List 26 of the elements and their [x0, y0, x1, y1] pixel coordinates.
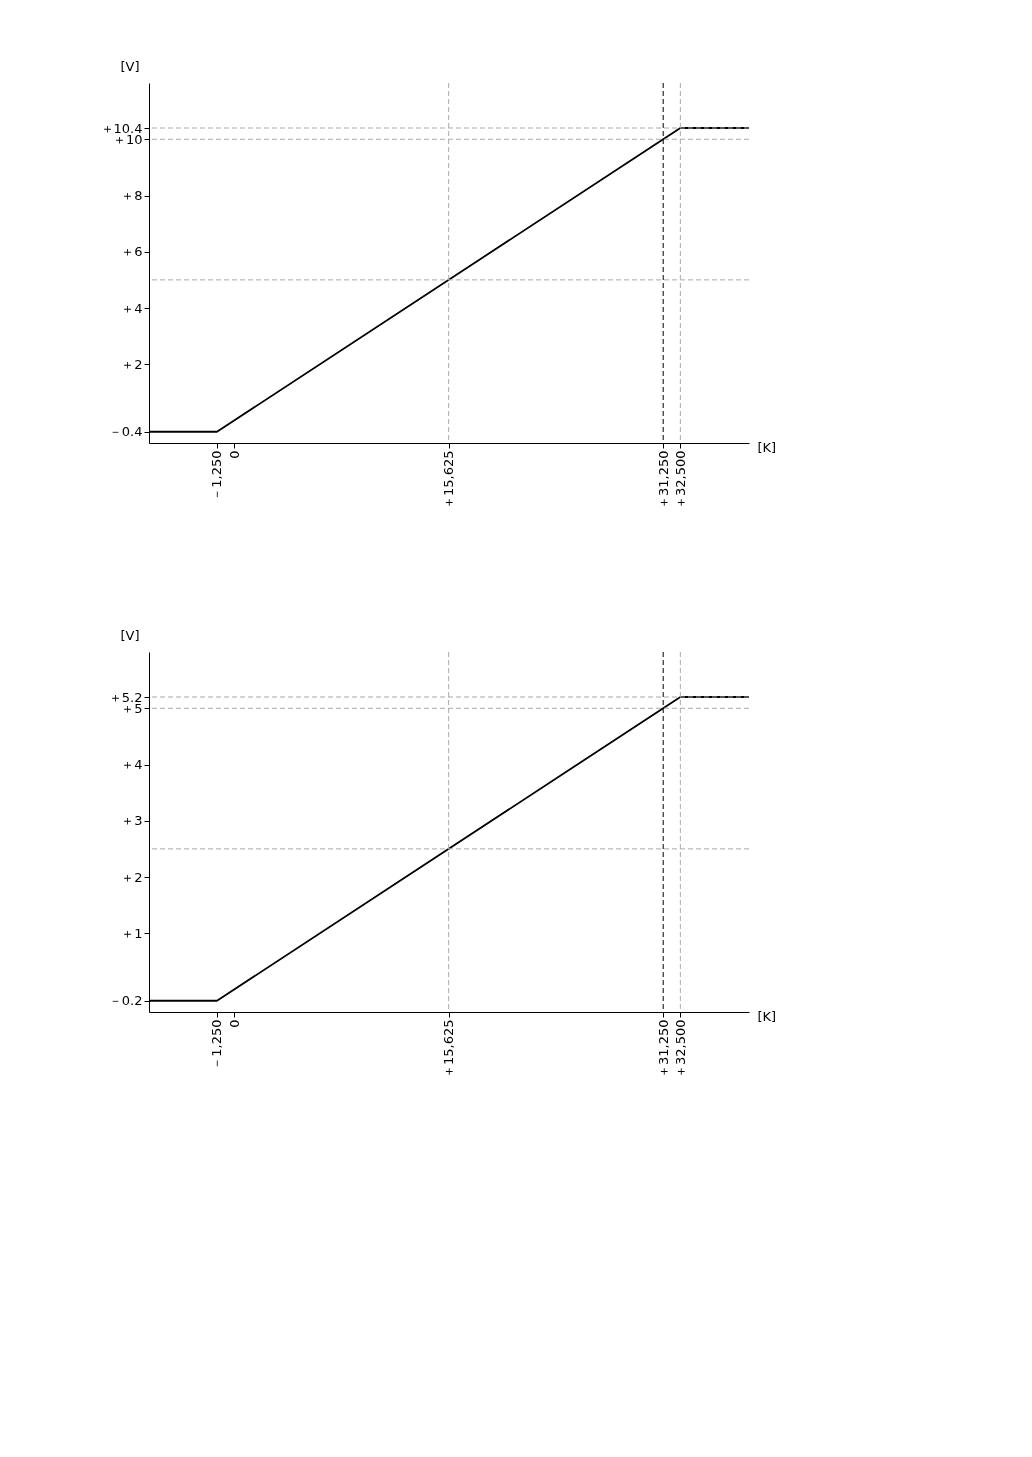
- y-tick-label: ＋4: [121, 757, 143, 772]
- y-tick-label: ＋2: [121, 356, 143, 372]
- x-tick-label: ＋15,625: [441, 1019, 457, 1078]
- x-tick-label: 0: [226, 1019, 242, 1028]
- x-tick-label: －1,250: [209, 1019, 225, 1070]
- x-tick-label: ＋31,250: [655, 450, 671, 509]
- y-tick-label: －0.2: [108, 993, 143, 1009]
- y-tick-label: －0.4: [108, 424, 143, 440]
- x-tick-label: ＋15,625: [441, 450, 457, 509]
- y-tick-label: ＋3: [121, 813, 143, 829]
- x-axis-title: [K]: [757, 1008, 777, 1024]
- y-tick-label: ＋6: [121, 244, 143, 260]
- y-tick-label: ＋2: [121, 869, 143, 885]
- x-tick-label: ＋31,250: [655, 1019, 671, 1078]
- y-tick-label: ＋1: [121, 925, 143, 941]
- x-axis-title: [K]: [757, 439, 777, 455]
- x-tick-label: 0: [226, 450, 242, 459]
- y-tick-label: ＋5.2: [108, 689, 143, 705]
- x-tick-label: ＋32,500: [672, 450, 688, 509]
- y-tick-label: ＋8: [121, 188, 143, 203]
- y-tick-label: ＋4: [121, 300, 143, 316]
- y-tick-label: ＋10.4: [100, 120, 143, 136]
- y-axis-title: [V]: [120, 58, 140, 74]
- x-tick-label: ＋32,500: [672, 1019, 688, 1078]
- x-tick-label: －1,250: [209, 450, 225, 501]
- y-axis-title: [V]: [120, 627, 140, 643]
